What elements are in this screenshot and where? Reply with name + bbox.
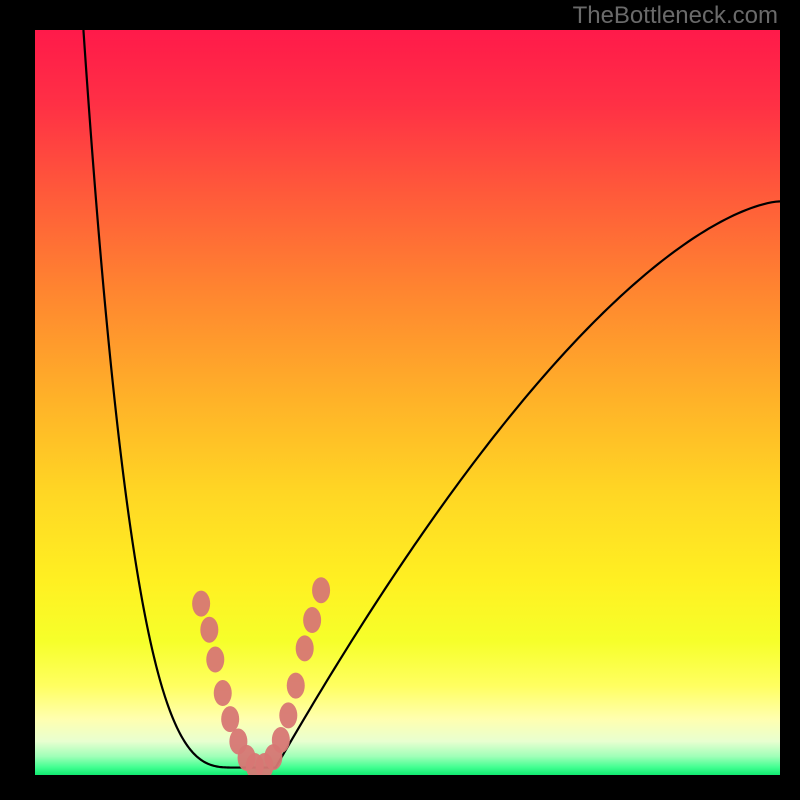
data-marker <box>221 706 239 732</box>
data-marker <box>303 607 321 633</box>
data-marker <box>296 635 314 661</box>
data-marker <box>312 577 330 603</box>
data-marker <box>272 727 290 753</box>
chart-frame: TheBottleneck.com <box>0 0 800 800</box>
chart-svg <box>35 30 780 775</box>
data-marker <box>279 702 297 728</box>
watermark-text: TheBottleneck.com <box>573 2 778 30</box>
data-marker <box>214 680 232 706</box>
data-marker <box>206 647 224 673</box>
data-marker <box>200 617 218 643</box>
data-marker <box>192 591 210 617</box>
data-marker <box>287 673 305 699</box>
plot-area <box>35 30 780 775</box>
